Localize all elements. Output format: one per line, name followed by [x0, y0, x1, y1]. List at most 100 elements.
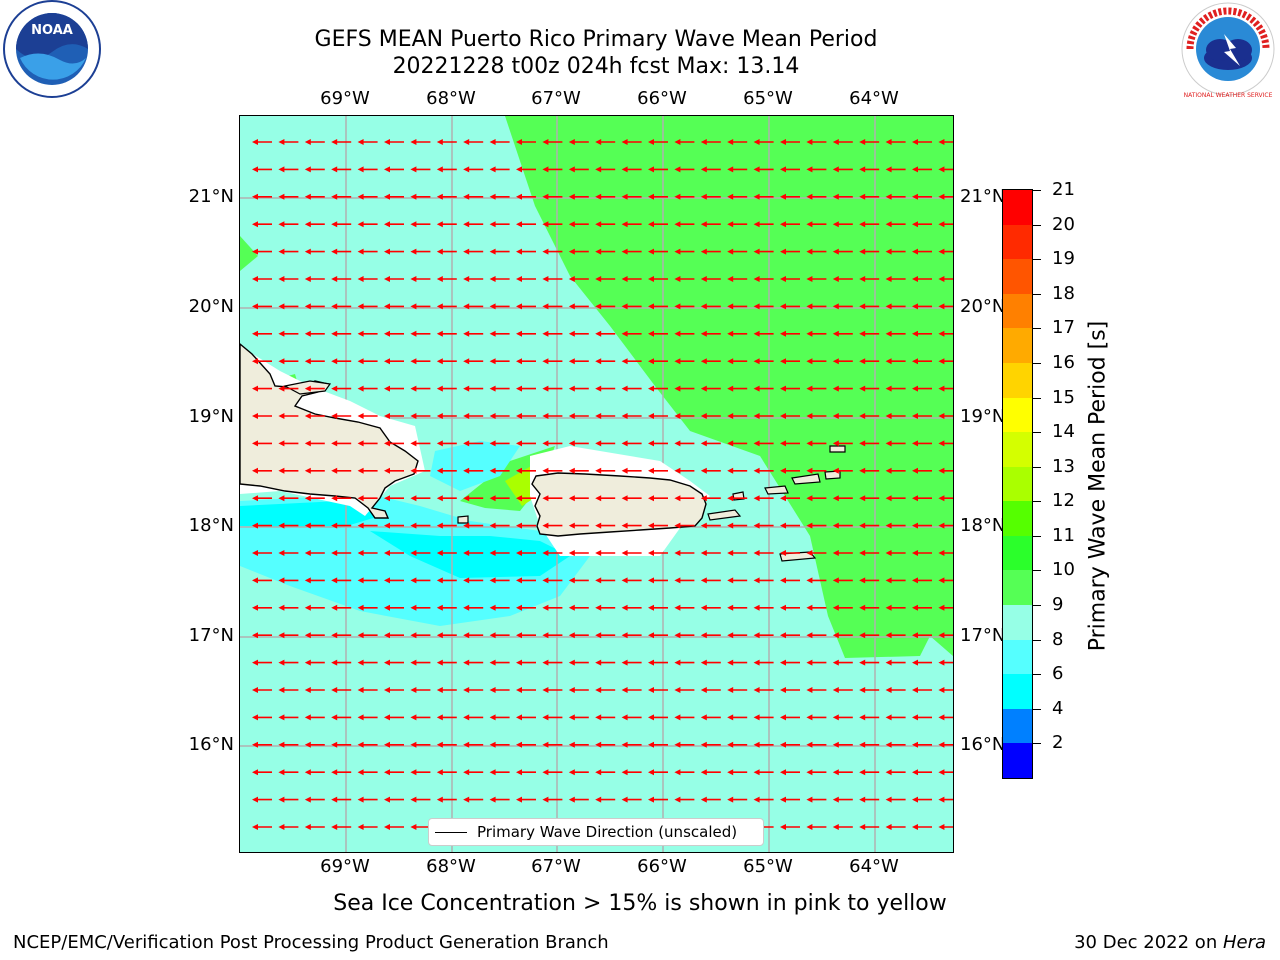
wave-arrow	[436, 769, 457, 776]
wave-arrow	[700, 604, 721, 611]
wave-arrow	[938, 413, 953, 419]
wave-arrow	[938, 166, 953, 173]
wave-arrow	[489, 139, 510, 145]
wave-arrow	[252, 741, 272, 748]
wave-arrow	[621, 413, 642, 419]
wave-arrow	[568, 522, 589, 529]
wave-arrow	[489, 467, 510, 474]
land-tortola	[791, 473, 821, 485]
wave-arrow	[832, 550, 853, 556]
wave-arrow	[568, 248, 589, 255]
wave-arrow	[727, 330, 748, 337]
wave-arrow	[436, 276, 457, 282]
wave-arrow	[304, 714, 325, 721]
wave-arrow	[938, 385, 953, 392]
wave-arrow	[674, 248, 695, 255]
wave-arrow	[806, 741, 827, 748]
wave-arrow	[357, 577, 378, 584]
wave-arrow	[357, 385, 378, 392]
colorbar-tick-label: 20	[1052, 213, 1075, 235]
wave-arrow	[568, 385, 589, 392]
wave-arrow	[621, 385, 642, 392]
wave-arrow	[806, 303, 827, 310]
wave-arrow	[568, 330, 589, 337]
wave-arrow	[806, 769, 827, 776]
wave-arrow	[885, 659, 906, 666]
wave-arrow	[278, 632, 299, 639]
wave-arrow	[542, 166, 563, 173]
wave-arrow	[489, 276, 510, 282]
wave-arrow	[595, 659, 616, 666]
wave-arrow	[832, 522, 853, 529]
wave-arrow	[674, 632, 695, 639]
wave-arrow	[304, 495, 325, 502]
wave-arrow	[278, 413, 299, 419]
wave-arrow	[278, 495, 299, 502]
wave-arrow	[595, 604, 616, 611]
wave-arrow	[674, 440, 695, 447]
colorbar-tick-label: 21	[1052, 179, 1075, 200]
wave-arrow	[674, 303, 695, 310]
lon-label-bottom-69w: 69°W	[320, 856, 370, 877]
wave-arrow	[912, 796, 932, 803]
wave-arrow	[674, 330, 695, 337]
wave-arrow	[304, 550, 325, 556]
wave-arrow	[278, 139, 299, 145]
wave-arrow	[410, 303, 431, 310]
wave-arrow	[938, 824, 953, 830]
wave-arrow	[568, 687, 589, 693]
wave-arrow	[542, 659, 563, 666]
wave-arrow	[463, 796, 484, 803]
wave-arrow	[780, 632, 800, 639]
wave-arrow	[463, 687, 484, 693]
wave-arrow	[542, 550, 563, 556]
wave-arrow	[885, 358, 906, 365]
wave-arrow	[278, 796, 299, 803]
wave-arrow	[331, 413, 352, 419]
wave-arrow	[700, 687, 721, 693]
wave-arrow	[357, 741, 378, 748]
wave-arrow	[648, 714, 668, 721]
wave-arrow	[542, 358, 563, 365]
wave-arrow	[938, 495, 953, 502]
wave-arrow	[489, 495, 510, 502]
wave-arrow	[885, 248, 906, 255]
wave-arrow	[410, 330, 431, 337]
wave-arrow	[621, 358, 642, 365]
wave-arrow	[331, 741, 352, 748]
wave-arrow	[384, 413, 404, 419]
wave-arrow	[727, 714, 748, 721]
wave-arrow	[357, 769, 378, 776]
wave-arrow	[331, 495, 352, 502]
wave-arrow	[674, 687, 695, 693]
wave-arrow	[542, 522, 563, 529]
wave-arrow	[885, 522, 906, 529]
wave-arrow	[648, 413, 668, 419]
wave-arrow	[463, 413, 484, 419]
wave-arrow	[384, 276, 404, 282]
wave-arrow	[384, 714, 404, 721]
wave-arrow	[753, 166, 774, 173]
wave-arrow	[357, 522, 378, 529]
wave-arrow	[700, 139, 721, 145]
wave-arrow	[568, 166, 589, 173]
wave-arrow	[595, 741, 616, 748]
wave-arrow	[252, 577, 272, 584]
wave-arrow	[859, 577, 880, 584]
wave-arrow	[674, 385, 695, 392]
wave-arrow	[806, 330, 827, 337]
wave-arrow	[674, 139, 695, 145]
wave-arrow	[436, 632, 457, 639]
wave-arrow	[648, 522, 668, 529]
wave-arrow	[568, 276, 589, 282]
wave-arrow	[384, 139, 404, 145]
wave-arrow	[806, 659, 827, 666]
wave-arrow	[436, 303, 457, 310]
wave-arrow	[252, 193, 272, 200]
wave-arrow	[331, 687, 352, 693]
wave-arrow	[832, 248, 853, 255]
wave-arrow	[410, 687, 431, 693]
wave-arrow	[832, 330, 853, 337]
wave-arrow	[436, 522, 457, 529]
wave-arrow	[621, 550, 642, 556]
